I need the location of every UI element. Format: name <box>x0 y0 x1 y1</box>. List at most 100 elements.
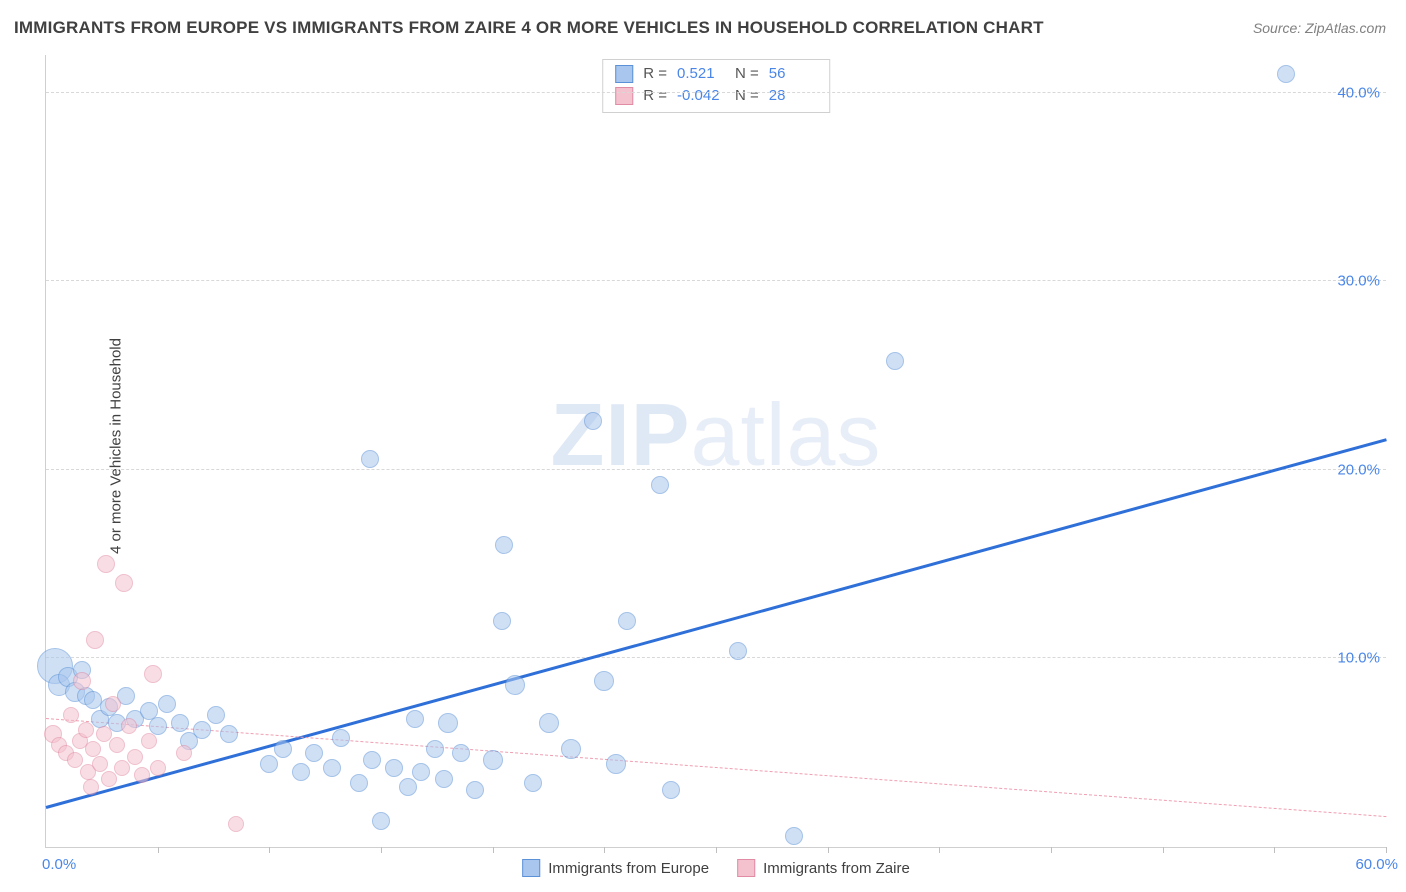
point-europe <box>594 671 614 691</box>
point-zaire <box>78 722 94 738</box>
point-zaire <box>63 707 79 723</box>
point-europe <box>171 714 189 732</box>
point-europe <box>495 536 513 554</box>
y-tick-label: 40.0% <box>1337 84 1380 101</box>
n-label: N = <box>735 63 759 85</box>
point-zaire <box>73 672 91 690</box>
gridline <box>46 280 1386 281</box>
chart-title: IMMIGRANTS FROM EUROPE VS IMMIGRANTS FRO… <box>14 18 1044 38</box>
point-europe <box>399 778 417 796</box>
point-zaire <box>97 555 115 573</box>
x-tick <box>269 847 270 853</box>
point-europe <box>539 713 559 733</box>
point-zaire <box>114 760 130 776</box>
point-zaire <box>144 665 162 683</box>
point-europe <box>785 827 803 845</box>
r-label: R = <box>643 63 667 85</box>
point-zaire <box>176 745 192 761</box>
y-tick-label: 20.0% <box>1337 461 1380 478</box>
point-europe <box>361 450 379 468</box>
point-europe <box>584 412 602 430</box>
legend-row-europe: R = 0.521 N = 56 <box>615 63 817 85</box>
point-europe <box>220 725 238 743</box>
gridline <box>46 92 1386 93</box>
point-zaire <box>83 779 99 795</box>
point-europe <box>363 751 381 769</box>
x-tick <box>716 847 717 853</box>
point-europe <box>406 710 424 728</box>
legend-item-europe: Immigrants from Europe <box>522 859 709 877</box>
gridline <box>46 469 1386 470</box>
point-europe <box>426 740 444 758</box>
x-tick <box>1274 847 1275 853</box>
point-europe <box>332 729 350 747</box>
plot-area: ZIPatlas R = 0.521 N = 56 R = -0.042 N =… <box>45 55 1386 848</box>
x-tick <box>1163 847 1164 853</box>
legend-row-zaire: R = -0.042 N = 28 <box>615 85 817 107</box>
swatch-europe-icon <box>522 859 540 877</box>
point-zaire <box>127 749 143 765</box>
y-tick-label: 30.0% <box>1337 273 1380 290</box>
point-europe <box>452 744 470 762</box>
point-zaire <box>67 752 83 768</box>
swatch-zaire-icon <box>737 859 755 877</box>
n-label: N = <box>735 85 759 107</box>
point-europe <box>438 713 458 733</box>
point-europe <box>435 770 453 788</box>
point-europe <box>372 812 390 830</box>
point-europe <box>207 706 225 724</box>
swatch-zaire <box>615 87 633 105</box>
point-zaire <box>228 816 244 832</box>
point-europe <box>412 763 430 781</box>
point-zaire <box>85 741 101 757</box>
point-zaire <box>86 631 104 649</box>
x-tick <box>158 847 159 853</box>
x-tick <box>939 847 940 853</box>
point-europe <box>606 754 626 774</box>
x-tick <box>381 847 382 853</box>
point-zaire <box>105 696 121 712</box>
legend-series: Immigrants from Europe Immigrants from Z… <box>522 859 910 877</box>
point-zaire <box>92 756 108 772</box>
point-europe <box>350 774 368 792</box>
point-europe <box>505 675 525 695</box>
point-europe <box>524 774 542 792</box>
x-max-label: 60.0% <box>1355 856 1398 873</box>
x-tick <box>1051 847 1052 853</box>
point-europe <box>274 740 292 758</box>
point-zaire <box>134 767 150 783</box>
point-europe <box>466 781 484 799</box>
legend-label-zaire: Immigrants from Zaire <box>763 860 910 877</box>
point-europe <box>385 759 403 777</box>
point-europe <box>323 759 341 777</box>
point-europe <box>493 612 511 630</box>
n-value-zaire: 28 <box>769 85 817 107</box>
n-value-europe: 56 <box>769 63 817 85</box>
point-zaire <box>150 760 166 776</box>
point-europe <box>305 744 323 762</box>
legend-item-zaire: Immigrants from Zaire <box>737 859 910 877</box>
point-europe <box>561 739 581 759</box>
gridline <box>46 657 1386 658</box>
point-zaire <box>96 726 112 742</box>
point-zaire <box>115 574 133 592</box>
x-tick <box>604 847 605 853</box>
point-europe <box>662 781 680 799</box>
watermark: ZIPatlas <box>551 384 882 486</box>
swatch-europe <box>615 65 633 83</box>
x-origin-label: 0.0% <box>42 856 76 873</box>
x-tick <box>1386 847 1387 853</box>
legend-correlation: R = 0.521 N = 56 R = -0.042 N = 28 <box>602 59 830 113</box>
r-value-europe: 0.521 <box>677 63 725 85</box>
point-europe <box>729 642 747 660</box>
point-europe <box>618 612 636 630</box>
y-tick-label: 10.0% <box>1337 650 1380 667</box>
chart-container: IMMIGRANTS FROM EUROPE VS IMMIGRANTS FRO… <box>0 0 1406 892</box>
point-europe <box>483 750 503 770</box>
point-europe <box>158 695 176 713</box>
point-zaire <box>141 733 157 749</box>
trendline-zaire <box>46 718 1386 817</box>
point-zaire <box>101 771 117 787</box>
trendline-europe <box>46 439 1387 810</box>
r-value-zaire: -0.042 <box>677 85 725 107</box>
